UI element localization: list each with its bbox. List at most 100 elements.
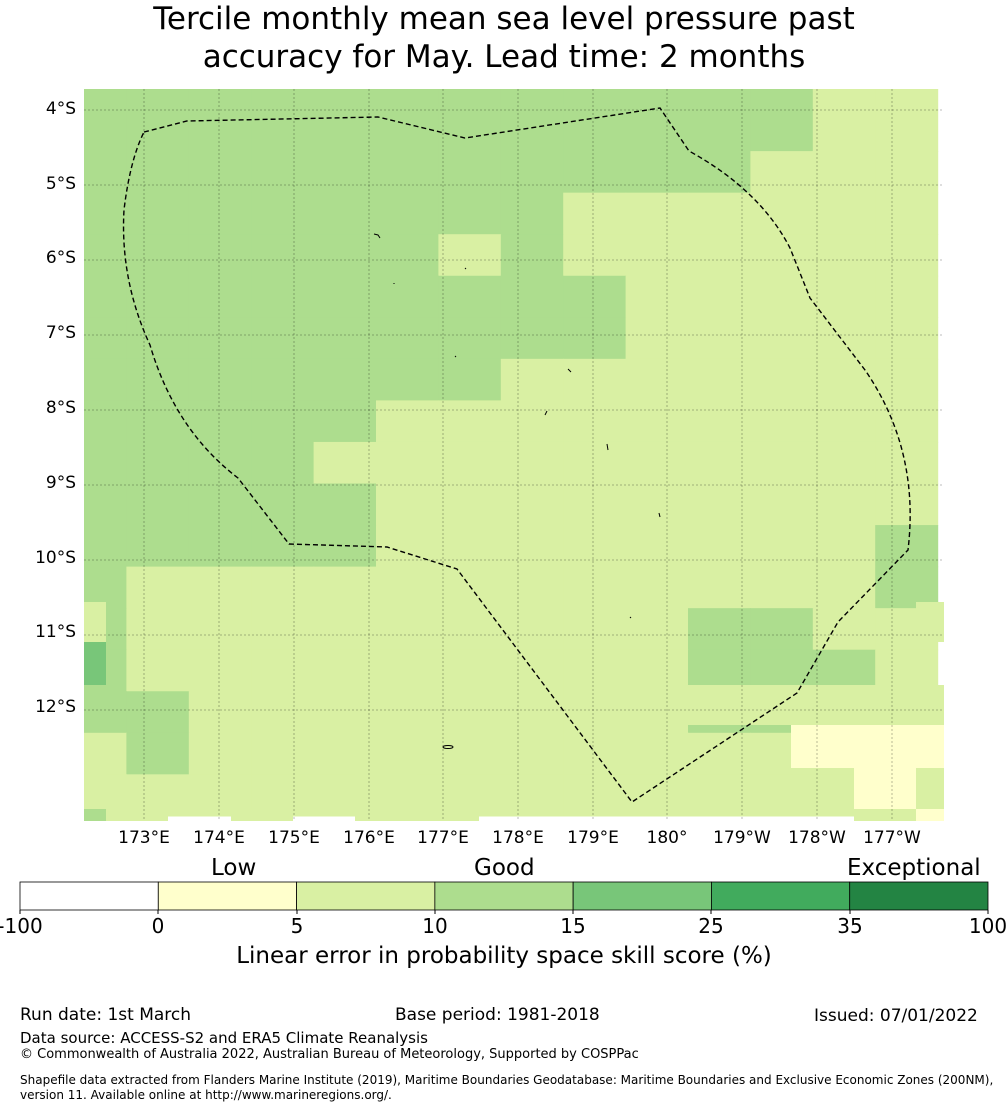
grid-cell [500, 192, 564, 235]
grid-cell [812, 89, 876, 111]
copyright: © Commonwealth of Australia 2022, Austra… [20, 1047, 639, 1062]
grid-cell [688, 192, 751, 235]
grid-cell [313, 192, 377, 235]
grid-cell [875, 525, 939, 568]
grid-cell [563, 608, 627, 651]
grid-cell [875, 109, 939, 152]
grid-cell [625, 649, 689, 692]
grid-cell [812, 649, 876, 692]
grid-cell [313, 275, 377, 318]
title-line-1: Tercile monthly mean sea level pressure … [153, 1, 855, 37]
grid-cell [563, 649, 627, 692]
run-date: Run date: 1st March [20, 1005, 192, 1025]
island [442, 745, 454, 749]
grid-cell [500, 483, 564, 526]
grid-cell [188, 608, 252, 651]
grid-cell [188, 400, 252, 443]
grid-cell [188, 525, 252, 568]
lat-label: 6°S [45, 248, 76, 268]
grid-cell [376, 89, 439, 111]
map-title: Tercile monthly mean sea level pressure … [0, 0, 1008, 76]
grid-cell [313, 483, 377, 526]
shapefile-credit-line-2: version 11. Available online at http://w… [20, 1088, 392, 1102]
grid-cell [84, 441, 127, 485]
grid-cell [563, 691, 627, 734]
lat-label: 11°S [35, 622, 76, 642]
grid-cell [688, 109, 751, 152]
grid-cell [251, 483, 315, 526]
grid-cell [188, 358, 252, 401]
lat-label: 7°S [45, 323, 76, 343]
colorbar-ticks [19, 910, 989, 914]
grid-cell [376, 358, 439, 401]
grid-cell [188, 566, 252, 609]
grid-cell [500, 89, 564, 111]
grid-cell [376, 691, 439, 734]
grid-cell [251, 566, 315, 609]
grid-cell [688, 317, 751, 360]
grid-cell [126, 608, 190, 651]
island [544, 410, 548, 416]
grid-cell [188, 691, 252, 734]
island [629, 616, 632, 619]
grid-cell [126, 192, 190, 235]
grid-cell [688, 275, 751, 318]
lon-label: 178°E [492, 828, 544, 848]
lat-label: 5°S [45, 174, 76, 194]
grid-cell [84, 358, 127, 401]
grid-cell [750, 483, 814, 526]
grid-cell [812, 483, 876, 526]
grid-cell [563, 732, 627, 775]
grid-cell [376, 275, 439, 318]
grid-cell [84, 691, 127, 734]
grid-cell [812, 400, 876, 443]
grid-cell [854, 809, 916, 821]
grid-cell [251, 441, 315, 485]
grid-cell [313, 691, 377, 734]
grid-cell [84, 642, 106, 685]
grid-cell [500, 732, 564, 775]
colorbar-tick-label: -100 [0, 914, 43, 938]
grid-cell [438, 732, 502, 775]
grid-cell [126, 234, 190, 277]
grid-cell [875, 441, 939, 485]
grid-cell [625, 151, 689, 194]
grid-cell [251, 109, 315, 152]
grid-cell [313, 566, 377, 609]
data-source: Data source: ACCESS-S2 and ERA5 Climate … [20, 1029, 428, 1047]
grid-cell [84, 109, 127, 152]
grid-cell [688, 774, 751, 817]
lat-label: 8°S [45, 398, 76, 418]
grid-cell [376, 483, 439, 526]
grid-cell [812, 441, 876, 485]
grid-cell [376, 732, 439, 775]
eez-boundary [122, 107, 911, 803]
grid-cell [688, 89, 751, 111]
grid-cell [563, 441, 627, 485]
grid-cell [251, 151, 315, 194]
grid-cell [500, 566, 564, 609]
grid-cell [500, 774, 564, 817]
grid-cell [500, 317, 564, 360]
grid-cell [812, 275, 876, 318]
grid-cell [916, 809, 944, 821]
grid-cell [376, 441, 439, 485]
grid-cell [625, 483, 689, 526]
title-line-2: accuracy for May. Lead time: 2 months [202, 39, 806, 75]
grid-cell [126, 732, 190, 775]
island [454, 355, 457, 358]
lon-label: 175°E [268, 828, 320, 848]
grid-cell [355, 768, 417, 821]
lon-label: 179°E [567, 828, 619, 848]
cell-refinements [84, 602, 944, 821]
colorbar-tick-label: 10 [422, 914, 448, 938]
grid-cell [625, 774, 689, 817]
grid-cell [750, 192, 814, 235]
grid-cell [791, 725, 944, 768]
grid-cell [313, 400, 377, 443]
grid-cell [84, 768, 106, 809]
grid-cell [84, 192, 127, 235]
grid-cell [126, 400, 190, 443]
grid-cell [438, 400, 502, 443]
grid-cell [126, 566, 190, 609]
